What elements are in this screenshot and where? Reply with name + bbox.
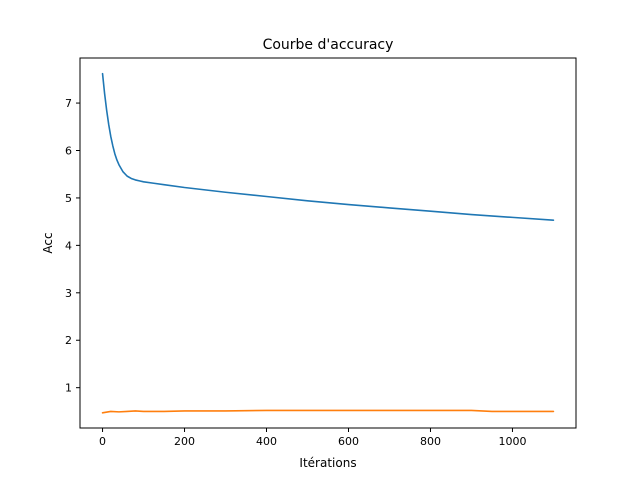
y-tick-label: 3: [65, 287, 72, 300]
plot-area: 0 200 400 600 800 1000 1 2 3 4 5 6 7: [65, 57, 577, 448]
y-axis-ticks: 1 2 3 4 5 6 7: [65, 97, 80, 395]
series-line-1: [101, 72, 555, 222]
series-layer: [101, 72, 555, 414]
y-tick-label: 1: [65, 382, 72, 395]
y-tick-label: 5: [65, 192, 72, 205]
x-tick-label: 0: [99, 435, 106, 448]
y-tick-label: 2: [65, 334, 72, 347]
y-tick-label: 4: [65, 239, 72, 252]
x-tick-label: 600: [338, 435, 359, 448]
x-axis-ticks: 0 200 400 600 800 1000: [99, 428, 526, 448]
x-tick-label: 800: [420, 435, 441, 448]
x-tick-label: 200: [174, 435, 195, 448]
x-tick-label: 400: [256, 435, 277, 448]
y-axis-label: Acc: [41, 232, 55, 253]
x-axis-label: Itérations: [299, 456, 356, 470]
chart-title: Courbe d'accuracy: [263, 37, 394, 53]
series-line-2: [101, 409, 555, 414]
y-tick-label: 7: [65, 97, 72, 110]
x-tick-label: 1000: [498, 435, 526, 448]
y-tick-label: 6: [65, 145, 72, 158]
axes-frame: [79, 57, 577, 429]
